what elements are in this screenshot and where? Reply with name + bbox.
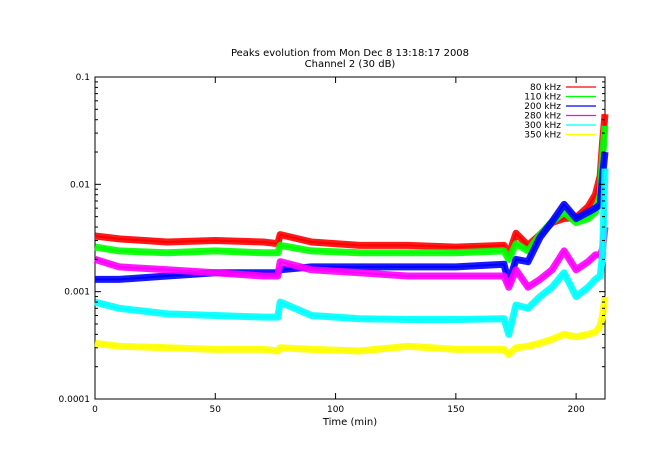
series-core-300-khz [94,168,606,336]
legend-label-300-khz: 300 kHz [524,121,561,131]
y-tick-label: 0.01 [70,180,90,190]
series-core-350-khz [94,296,606,356]
x-axis-label: Time (min) [322,417,377,428]
x-tick-label: 200 [568,405,585,415]
series-core-110-khz [94,125,606,261]
chart-subtitle: Channel 2 (30 dB) [305,59,396,70]
legend-label-110-khz: 110 kHz [524,93,561,103]
legend-label-80-khz: 80 kHz [530,83,561,93]
x-tick-label: 150 [447,405,464,415]
tick-labels: 0 50 100 150 200 0.0001 0.001 0.01 0.1 [59,73,585,415]
x-tick-label: 100 [327,405,344,415]
data-lines [93,113,609,358]
y-tick-label: 0.1 [76,73,90,83]
y-tick-label: 0.0001 [59,395,91,405]
legend-label-350-khz: 350 kHz [524,131,561,141]
series-core-280-khz [94,226,606,289]
series-line-200-khz [95,151,609,287]
chart-title: Peaks evolution from Mon Dec 8 13:18:17 … [231,48,469,59]
axis-ticks [94,76,605,400]
y-tick-label: 0.001 [64,288,90,298]
x-tick-label: 0 [92,405,98,415]
legend-label-200-khz: 200 kHz [524,102,561,112]
x-tick-label: 50 [210,405,222,415]
legend-label-280-khz: 280 kHz [524,112,561,122]
